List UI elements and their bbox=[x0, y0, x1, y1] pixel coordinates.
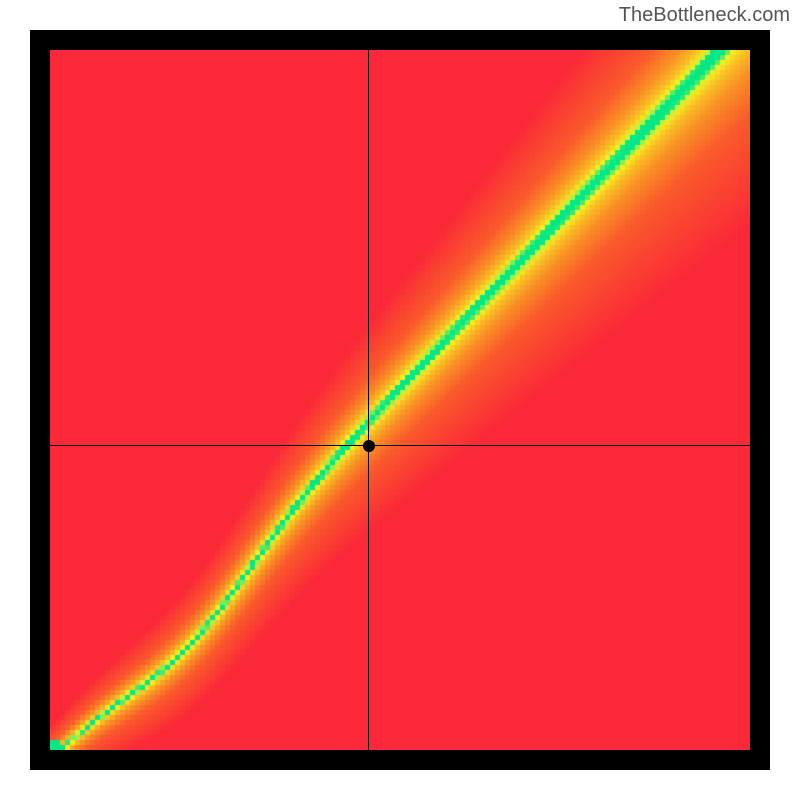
crosshair-marker bbox=[363, 440, 375, 452]
plot-frame bbox=[30, 30, 770, 770]
bottleneck-heatmap bbox=[50, 50, 750, 750]
watermark-text: TheBottleneck.com bbox=[619, 4, 790, 27]
figure-container: TheBottleneck.com bbox=[0, 0, 800, 800]
crosshair-vertical bbox=[368, 50, 369, 750]
crosshair-horizontal bbox=[50, 445, 750, 446]
